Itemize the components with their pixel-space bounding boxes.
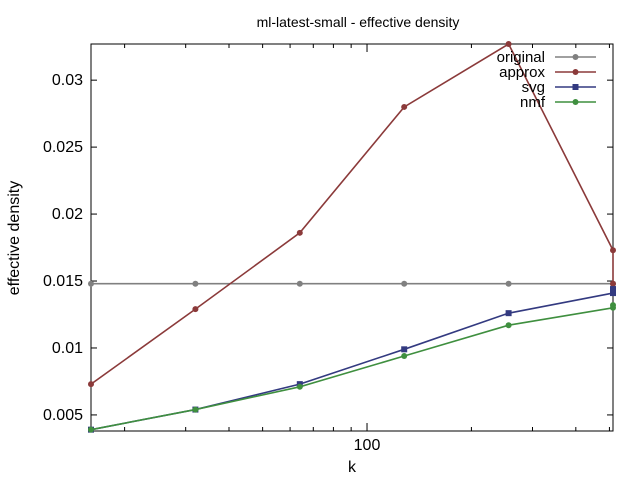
series-original xyxy=(88,280,616,287)
legend-label: svg xyxy=(522,79,545,96)
data-point-nmf xyxy=(192,406,199,413)
data-point-nmf xyxy=(88,426,94,433)
data-point-nmf xyxy=(296,383,303,390)
legend-marker xyxy=(572,84,579,90)
data-point-approx xyxy=(88,381,94,388)
legend-label: approx xyxy=(499,64,545,81)
data-point-original xyxy=(296,280,303,287)
data-point-nmf xyxy=(505,322,512,329)
data-point-nmf xyxy=(401,353,408,360)
data-point-approx xyxy=(610,247,616,254)
legend-marker xyxy=(572,54,579,60)
x-axis: 100 xyxy=(124,44,610,454)
series-svg xyxy=(88,286,616,433)
data-point-original xyxy=(88,280,94,287)
data-point-svg xyxy=(610,286,616,293)
data-point-approx xyxy=(505,41,512,47)
legend-item-svg: svg xyxy=(522,79,596,96)
plot-area-border xyxy=(90,43,614,432)
chart-title: ml-latest-small - effective density xyxy=(257,14,460,30)
data-point-approx xyxy=(401,103,408,110)
data-point-approx xyxy=(610,280,616,287)
legend-label: nmf xyxy=(520,94,546,111)
y-tick-label: 0.025 xyxy=(43,139,83,156)
legend-label: original xyxy=(497,49,545,66)
x-axis-label: k xyxy=(348,459,357,476)
legend-marker xyxy=(572,99,579,105)
data-point-nmf xyxy=(610,302,616,309)
data-point-approx xyxy=(192,306,199,313)
series-approx xyxy=(88,41,616,388)
data-point-approx xyxy=(296,229,303,236)
series-line-svg xyxy=(90,289,614,431)
x-tick-label: 100 xyxy=(354,437,381,454)
legend-item-nmf: nmf xyxy=(520,94,596,111)
y-tick-label: 0.005 xyxy=(43,407,83,424)
data-point-svg xyxy=(505,310,512,317)
legend-item-approx: approx xyxy=(499,64,596,81)
y-axis: 0.005 0.01 0.015 0.02 0.025 0.03 xyxy=(43,72,613,424)
series-nmf xyxy=(88,302,616,433)
data-point-svg xyxy=(610,290,616,297)
legend-marker xyxy=(572,69,579,75)
data-point-svg xyxy=(401,346,408,353)
series-layer xyxy=(88,41,616,433)
data-point-original xyxy=(505,280,512,287)
data-point-original xyxy=(401,280,408,287)
y-tick-label: 0.03 xyxy=(52,72,83,89)
y-axis-label: effective density xyxy=(6,181,23,295)
y-tick-label: 0.02 xyxy=(52,206,83,223)
data-point-original xyxy=(192,280,199,287)
legend-item-original: original xyxy=(497,49,596,66)
y-tick-label: 0.015 xyxy=(43,273,83,290)
y-tick-label: 0.01 xyxy=(52,340,83,357)
